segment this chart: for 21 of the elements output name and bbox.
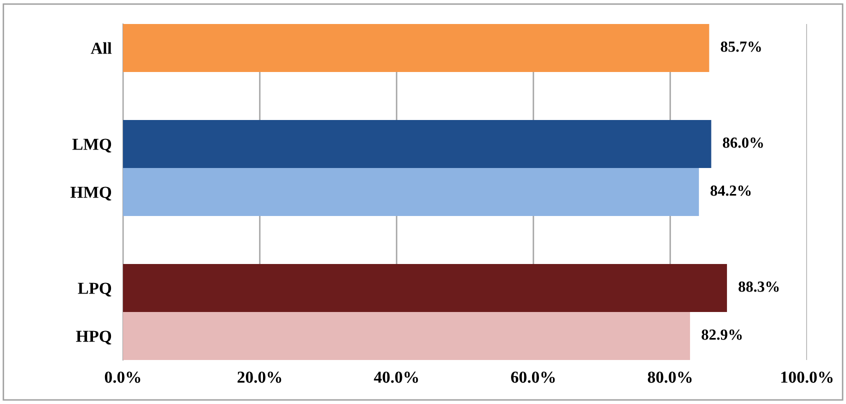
y-tick-label: All [90,42,112,54]
data-label: 82.9% [702,330,742,340]
bar [123,312,690,360]
data-label: 88.3% [738,282,779,292]
y-tick-label: HPQ [76,330,112,344]
data-label: 85.7% [720,42,761,52]
y-tick-label: HMQ [70,186,112,200]
bar [123,24,710,72]
bar [123,168,699,216]
x-tick-label: 60.0% [511,372,555,383]
x-tick-label: 40.0% [374,372,418,383]
bar [123,264,727,312]
x-tick-label: 80.0% [648,372,692,383]
data-label: 84.2% [710,186,751,196]
bar [123,120,712,168]
y-tick-label: LPQ [78,282,112,296]
x-tick-label: 0.0% [104,372,140,383]
y-tick-label: LMQ [72,138,112,152]
x-tick-label: 20.0% [238,372,282,383]
x-tick-label: 100.0% [781,372,833,383]
data-label: 86.0% [722,138,763,148]
